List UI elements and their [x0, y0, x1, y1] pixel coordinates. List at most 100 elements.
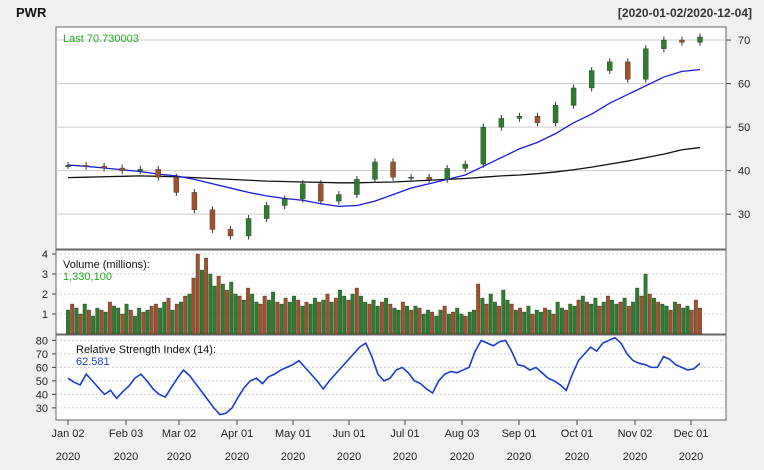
volume-bar	[66, 309, 70, 335]
candle-body	[300, 183, 306, 200]
volume-bar	[233, 293, 238, 335]
candle-body	[516, 116, 523, 119]
rsi-last-value: 62.581	[76, 356, 110, 368]
volume-bar	[166, 297, 171, 335]
volume-bar	[606, 295, 610, 335]
volume-bar	[279, 303, 284, 335]
volume-bar	[271, 291, 276, 335]
x-tick-label: Jun 01	[332, 428, 365, 440]
candle-body	[444, 168, 450, 180]
volume-bar	[338, 289, 342, 335]
volume-bar	[568, 303, 573, 335]
candle-body	[263, 205, 270, 219]
rsi-y-tick-label: 80	[36, 335, 48, 347]
volume-bar	[421, 313, 426, 335]
candle-body	[173, 176, 180, 193]
volume-bar	[317, 301, 322, 335]
last-price-label: Last 70.730003	[63, 33, 139, 45]
candle-body	[209, 209, 216, 230]
x-tick-year: 2020	[225, 451, 249, 463]
volume-bar	[597, 305, 602, 335]
candle-body	[83, 165, 89, 167]
volume-bar	[191, 277, 196, 335]
volume-bar	[484, 303, 489, 335]
volume-bar	[526, 305, 531, 335]
volume-bar	[99, 309, 104, 335]
volume-bar	[124, 303, 129, 335]
volume-bar	[451, 311, 455, 335]
volume-bar	[225, 289, 229, 335]
volume-bar	[689, 309, 694, 335]
volume-bar	[518, 307, 522, 335]
volume-bar	[103, 311, 108, 335]
volume-bar	[229, 281, 234, 335]
volume-bar	[266, 299, 271, 335]
volume-bar	[643, 273, 648, 335]
candle-body	[155, 169, 161, 178]
volume-bar	[685, 305, 690, 335]
volume-bar	[639, 295, 644, 335]
volume-bar	[388, 303, 393, 335]
price-panel: 30 40 50 60 70 Last 70.730003	[55, 26, 750, 250]
vol-y-tick-label: 3	[42, 269, 48, 281]
volume-bar	[145, 309, 150, 335]
volume-bar	[664, 305, 669, 335]
volume-bar	[396, 309, 401, 335]
x-tick-label: Dec 01	[674, 428, 709, 440]
candle-body	[679, 39, 685, 43]
volume-bar	[187, 293, 192, 335]
x-tick-year: 2020	[679, 451, 703, 463]
volume-bar	[350, 293, 355, 335]
volume-bar	[283, 297, 288, 335]
volume-bar	[241, 299, 246, 335]
candle-body	[281, 198, 288, 206]
volume-bar	[505, 299, 510, 335]
volume-bar	[120, 313, 125, 335]
volume-bar	[589, 303, 594, 335]
volume-bar	[522, 311, 527, 335]
volume-bar	[467, 311, 472, 335]
candle-body	[245, 218, 252, 237]
volume-bar	[618, 301, 623, 335]
volume-bar	[254, 301, 259, 335]
candle-body	[227, 229, 234, 237]
x-tick-label: Jul 01	[390, 428, 419, 440]
volume-bar	[677, 303, 681, 335]
volume-bar	[304, 301, 309, 335]
x-tick-year: 2020	[56, 451, 80, 463]
volume-bar	[626, 305, 631, 335]
candle-body	[336, 194, 342, 202]
volume-bar	[74, 307, 79, 335]
volume-bar	[333, 297, 338, 335]
volume-bar	[141, 311, 146, 335]
volume-bar	[434, 315, 439, 335]
volume-bar	[455, 307, 460, 335]
candle-body	[318, 183, 324, 202]
candle-body	[426, 176, 432, 180]
volume-bar	[693, 299, 698, 335]
volume-bar	[446, 313, 451, 335]
volume-bar	[174, 303, 179, 335]
volume-bar	[329, 301, 334, 335]
volume-bar	[250, 293, 255, 335]
x-tick-label: Nov 02	[618, 428, 653, 440]
volume-bar	[379, 301, 384, 335]
volume-bar	[342, 295, 347, 335]
x-tick-year: 2020	[565, 451, 589, 463]
candle-body	[65, 165, 71, 167]
price-y-tick-label: 40	[738, 166, 750, 178]
rsi-line	[67, 336, 701, 416]
volume-bar	[534, 309, 539, 335]
sma50-line	[67, 69, 701, 207]
volume-bar	[413, 305, 418, 335]
volume-bar	[698, 307, 702, 335]
x-tick-year: 2020	[337, 451, 361, 463]
vol-y-tick-label: 4	[42, 249, 48, 261]
candle-body	[101, 166, 107, 169]
candle-body	[462, 163, 468, 169]
x-tick-year: 2020	[114, 451, 138, 463]
volume-bar	[321, 299, 326, 335]
x-tick-label: Aug 03	[445, 428, 480, 440]
volume-bar	[501, 289, 506, 335]
volume-bar	[212, 285, 217, 335]
